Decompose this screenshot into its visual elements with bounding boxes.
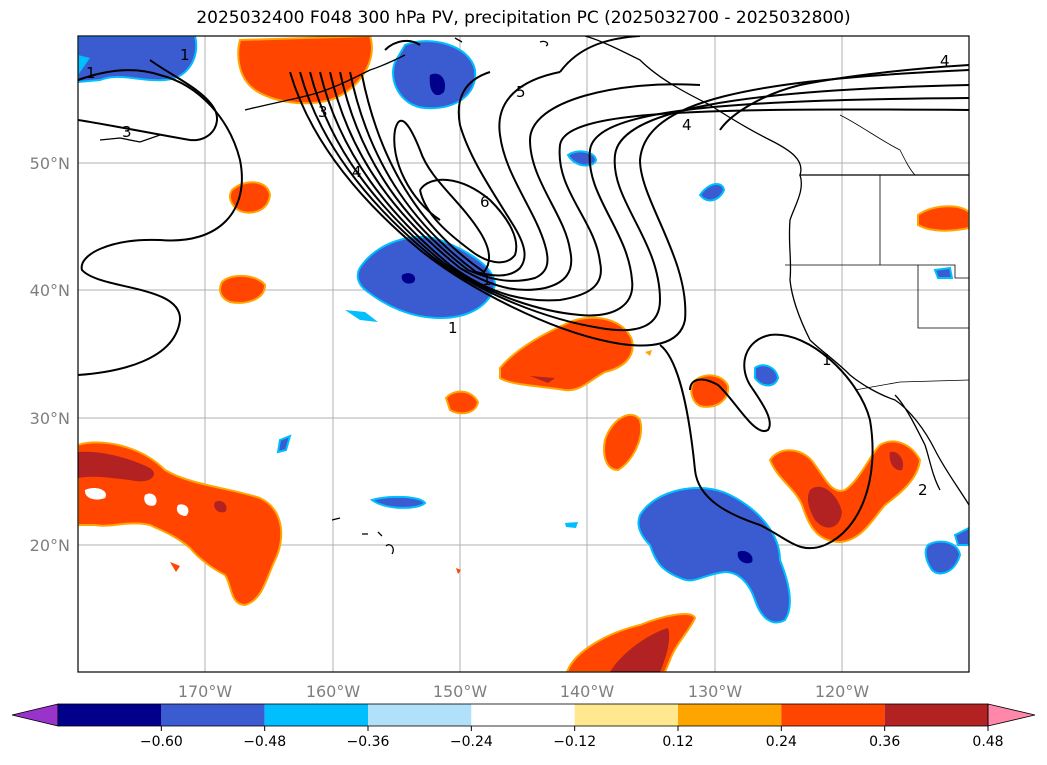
colorbar-tick-label: −0.12 — [553, 734, 596, 750]
lat-label-40: 40°N — [30, 281, 70, 300]
colorbar-segment — [368, 704, 472, 726]
lon-label-160w: 160°W — [306, 682, 361, 701]
colorbar-tick-label: −0.48 — [243, 734, 286, 750]
colorbar-tick-label: −0.36 — [347, 734, 390, 750]
lon-label-140w: 140°W — [560, 682, 615, 701]
lat-label-50: 50°N — [30, 154, 70, 173]
colorbar: −0.60 −0.48 −0.36 −0.24 −0.12 0.12 0.24 0.36 0.4… — [11, 703, 1036, 750]
political-borders — [785, 114, 969, 391]
contour-labels: 1 1 1 2 3 3 4 4 4 5 6 1 1 — [86, 46, 950, 499]
contour-label: 4 — [682, 116, 692, 134]
contour-label: 6 — [480, 193, 490, 211]
pv-contours — [78, 36, 969, 550]
colorbar-tick-label: −0.60 — [140, 734, 183, 750]
colorbar-tick-label: 0.36 — [869, 734, 900, 750]
colorbar-tick-label: 0.12 — [662, 734, 693, 750]
contour-label: 1 — [482, 271, 492, 289]
latitude-labels: 50°N 40°N 30°N 20°N — [30, 154, 70, 555]
positive-anomaly-regions — [78, 36, 969, 672]
longitude-labels: 170°W 160°W 150°W 140°W 130°W 120°W — [178, 682, 870, 701]
colorbar-tick-label: 0.24 — [766, 734, 797, 750]
colorbar-tick-label: −0.24 — [450, 734, 493, 750]
contour-label: 4 — [940, 52, 950, 70]
colorbar-segment — [781, 704, 885, 726]
contour-label: 3 — [318, 103, 328, 121]
lon-label-120w: 120°W — [815, 682, 870, 701]
contour-label: 1 — [180, 46, 190, 64]
contour-label: 5 — [516, 83, 526, 101]
colorbar-tick-label: 0.48 — [972, 734, 1003, 750]
contour-label: 1 — [822, 351, 832, 369]
colorbar-segment — [884, 704, 988, 726]
coastlines — [99, 36, 969, 555]
colorbar-segment — [161, 704, 265, 726]
lat-label-30: 30°N — [30, 409, 70, 428]
colorbar-segment — [471, 704, 575, 726]
lon-label-150w: 150°W — [433, 682, 488, 701]
contour-label: 4 — [352, 163, 362, 181]
colorbar-segment — [264, 704, 368, 726]
colorbar-extend-high — [987, 703, 1036, 727]
contour-label: 1 — [86, 64, 96, 82]
colorbar-extend-low — [11, 703, 59, 727]
lon-label-130w: 130°W — [688, 682, 743, 701]
contour-label: 1 — [448, 319, 458, 337]
chart-title: 2025032400 F048 300 hPa PV, precipitatio… — [196, 8, 851, 28]
contour-label: 3 — [122, 123, 132, 141]
contour-label: 2 — [918, 481, 928, 499]
colorbar-segment — [58, 704, 162, 726]
colorbar-outline — [57, 703, 989, 727]
map-frame — [77, 35, 970, 673]
colorbar-segment — [678, 704, 782, 726]
colorbar-segment — [574, 704, 678, 726]
lon-label-170w: 170°W — [178, 682, 233, 701]
lat-label-20: 20°N — [30, 536, 70, 555]
